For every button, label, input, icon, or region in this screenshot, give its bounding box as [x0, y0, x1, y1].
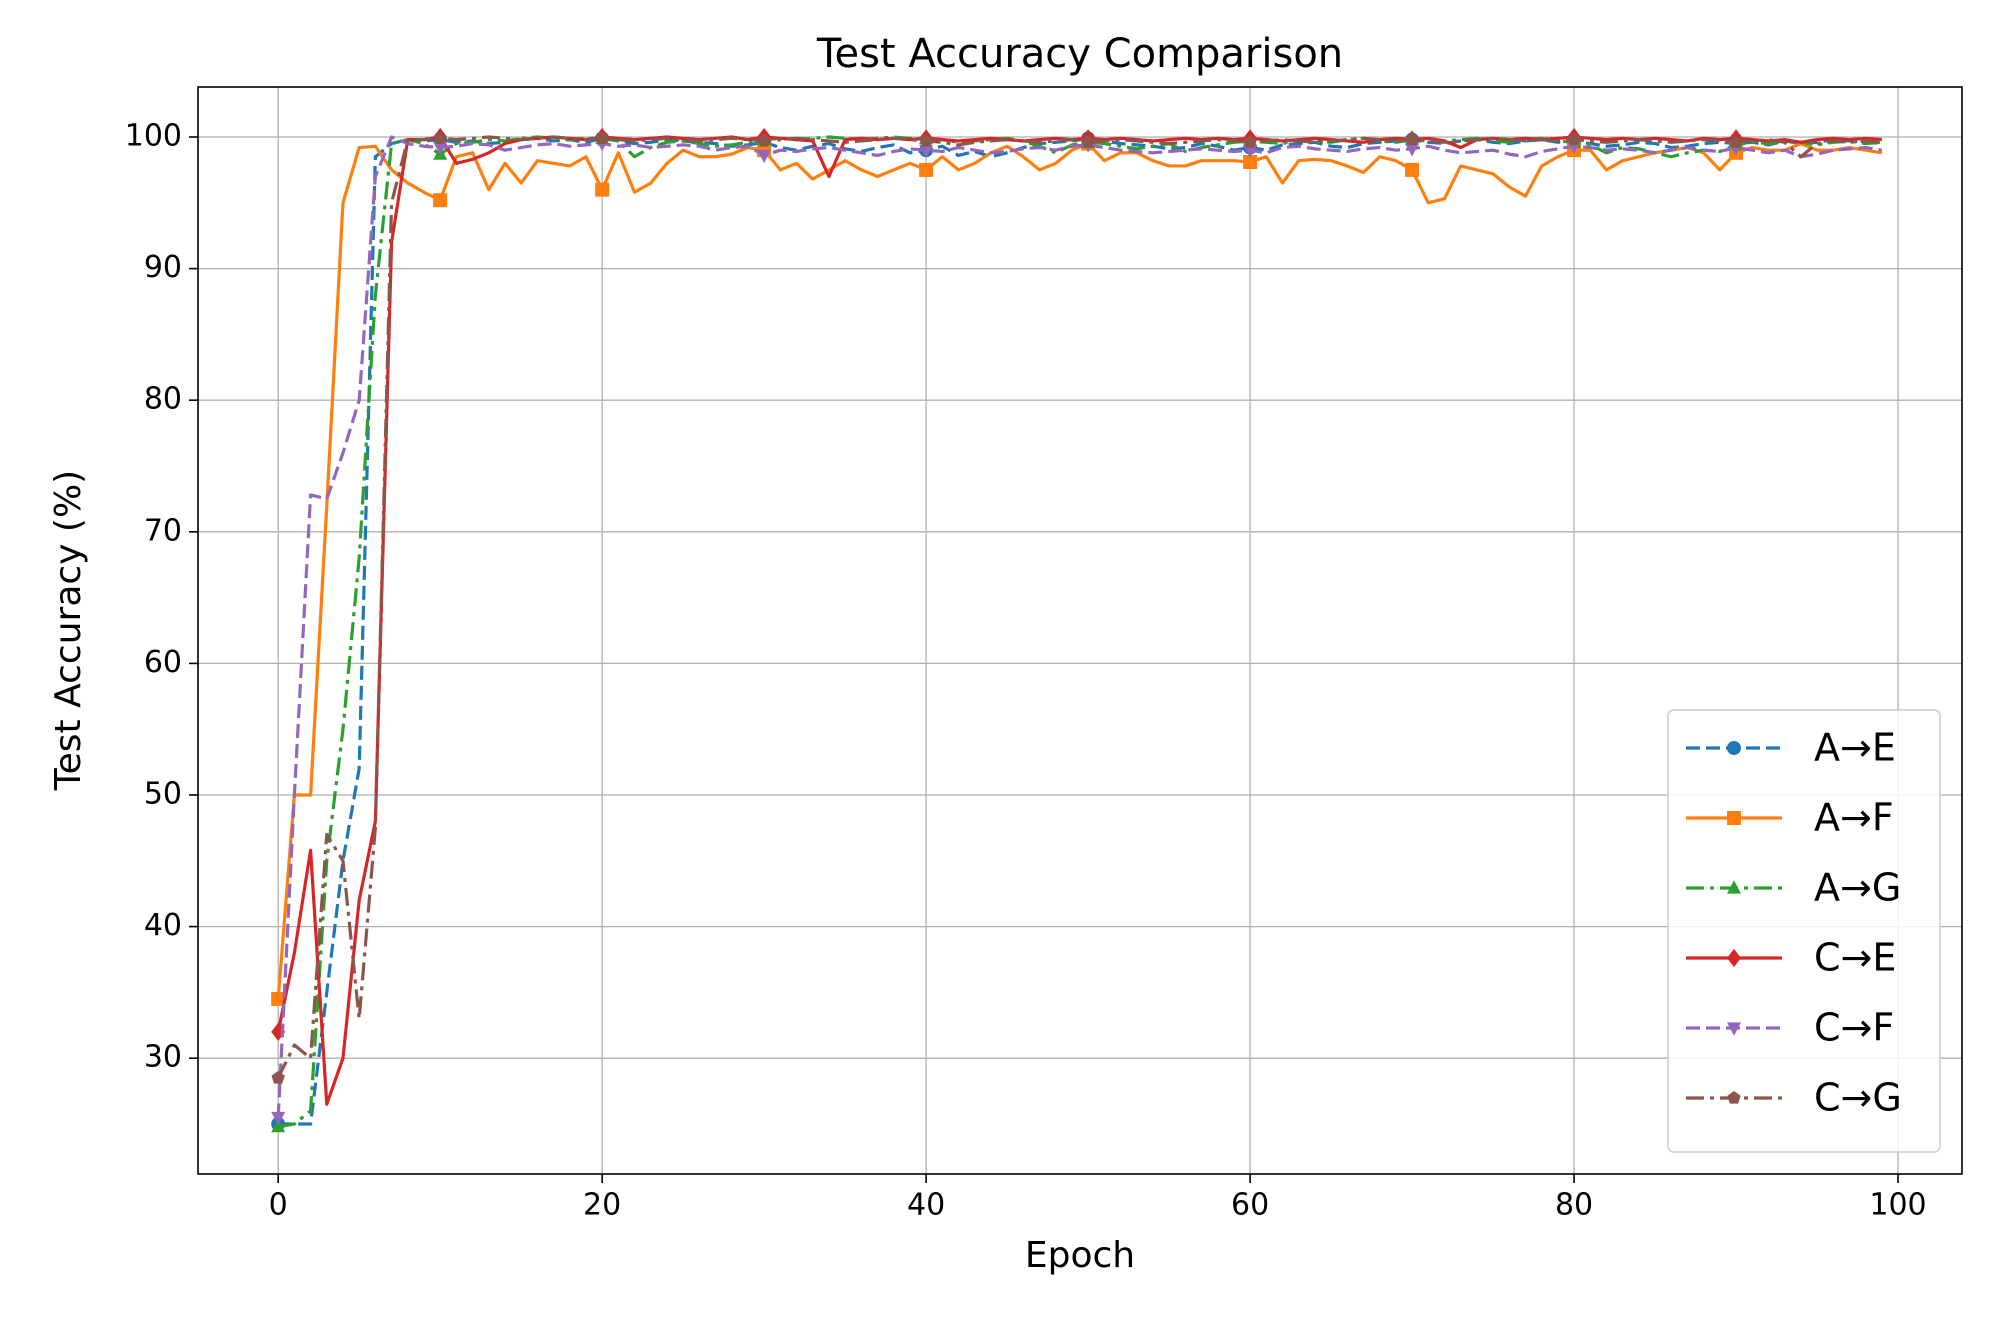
- marker: [1081, 135, 1095, 148]
- marker: [1405, 143, 1420, 157]
- x-tick-label: 20: [583, 1188, 621, 1223]
- marker: [919, 133, 933, 147]
- marker: [1243, 135, 1257, 148]
- marker: [271, 991, 286, 1006]
- plot-area: [271, 127, 1883, 1133]
- grid: [198, 87, 1962, 1174]
- series-line: [276, 135, 1882, 1106]
- y-axis-label: Test Accuracy (%): [48, 470, 89, 791]
- legend-label: C→E: [1814, 936, 1896, 980]
- marker: [1405, 162, 1420, 177]
- marker: [271, 1111, 286, 1126]
- legend-marker: [1727, 1091, 1741, 1104]
- legend: A→E A→F A→G C→E C→F C→G: [1667, 709, 1941, 1153]
- legend-label: C→G: [1814, 1076, 1902, 1120]
- series-line: [276, 135, 1883, 1118]
- marker: [1729, 135, 1743, 148]
- chart-title: Test Accuracy Comparison: [816, 31, 1343, 77]
- legend-label: A→G: [1814, 866, 1901, 910]
- axes-frame: [197, 86, 1963, 1175]
- marker: [757, 149, 772, 164]
- marker: [595, 182, 610, 197]
- y-tick-label: 50: [144, 776, 182, 811]
- x-tick-label: 100: [1869, 1188, 1926, 1223]
- y-tick-label: 40: [144, 908, 182, 943]
- x-tick-label: 0: [269, 1188, 288, 1223]
- x-axis-label: Epoch: [1025, 1235, 1135, 1276]
- marker: [1567, 132, 1581, 146]
- marker: [1243, 155, 1258, 170]
- x-tick-label: 80: [1555, 1188, 1593, 1223]
- y-tick-label: 80: [144, 382, 182, 417]
- marker: [433, 141, 448, 156]
- marker: [919, 144, 934, 158]
- marker: [757, 133, 771, 147]
- marker: [595, 131, 609, 144]
- y-tick-label: 100: [125, 119, 182, 154]
- legend-label: A→E: [1814, 726, 1896, 770]
- legend-marker: [1727, 741, 1741, 755]
- marker: [433, 131, 447, 144]
- y-tick-label: 30: [144, 1040, 182, 1075]
- legend-marker: [1727, 880, 1741, 894]
- marker: [919, 162, 934, 177]
- x-tick-label: 40: [907, 1188, 945, 1223]
- y-tick-label: 70: [144, 513, 182, 548]
- series-line: [276, 135, 1882, 1079]
- legend-label: A→F: [1814, 796, 1894, 840]
- legend-marker: [1727, 948, 1741, 968]
- marker: [1405, 132, 1419, 146]
- y-tick-label: 90: [144, 250, 182, 285]
- legend-label: C→F: [1814, 1006, 1894, 1050]
- marker: [271, 1118, 286, 1133]
- marker: [271, 1070, 285, 1084]
- legend-marker: [1727, 811, 1741, 825]
- y-tick-label: 60: [144, 645, 182, 680]
- legend-marker: [1727, 1022, 1741, 1036]
- marker: [433, 193, 448, 208]
- x-tick-label: 60: [1231, 1188, 1269, 1223]
